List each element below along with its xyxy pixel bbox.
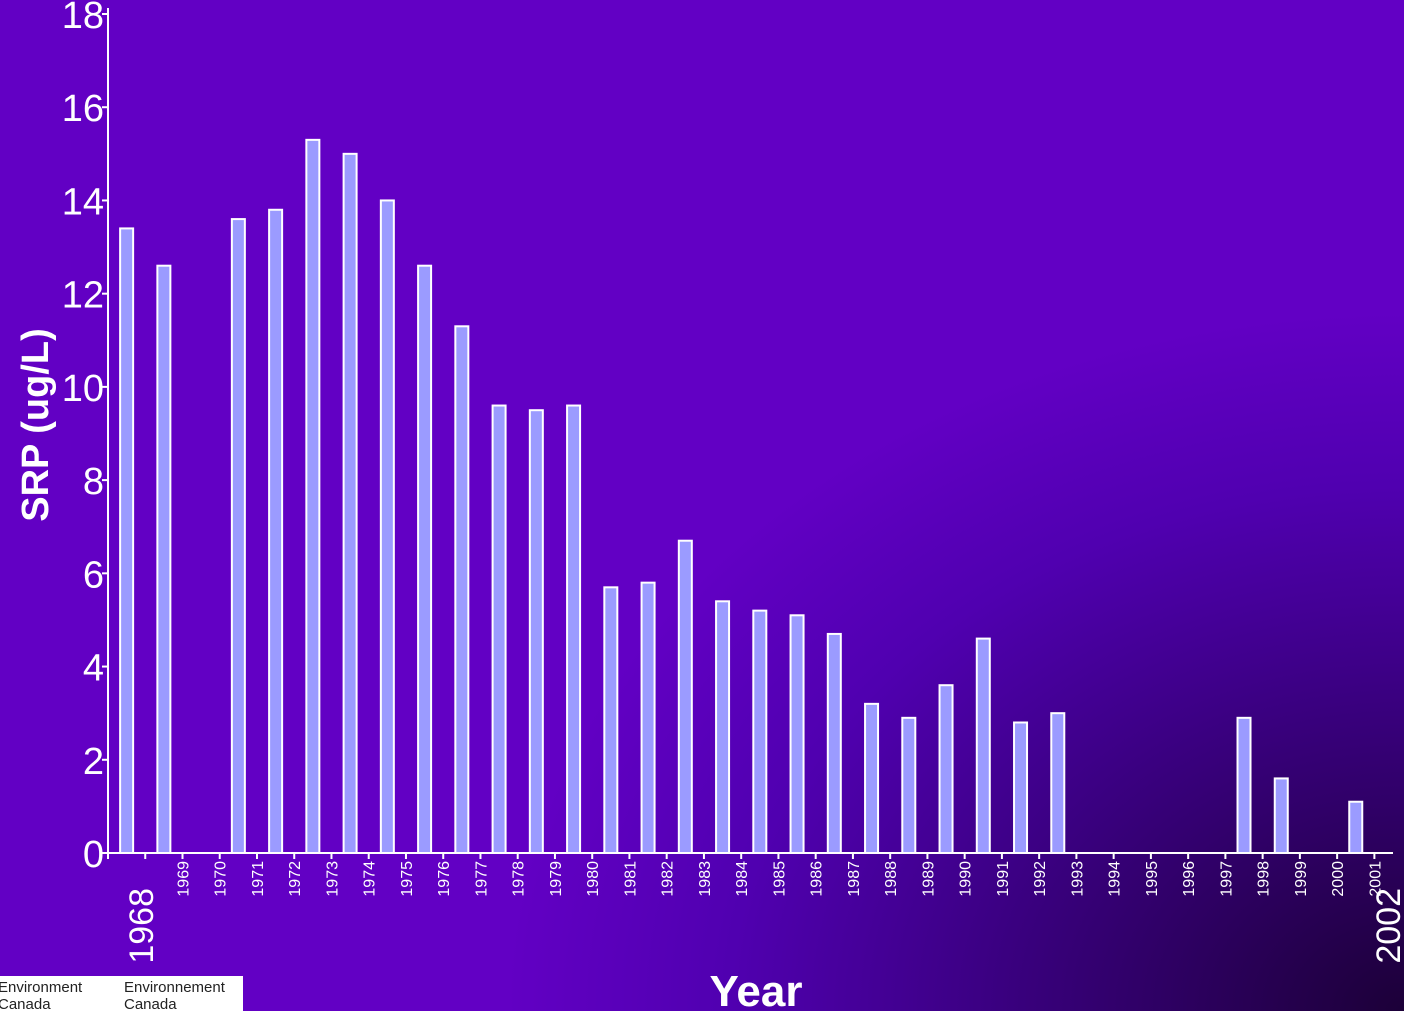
x-tick-label-1990: 1990 <box>958 861 975 897</box>
bars-group <box>119 138 1364 855</box>
bar-1980 <box>566 404 582 854</box>
labels-group: 0 2 4 6 8 10 12 14 16 18 1969 1970 1971 1972 1973 1974 1… <box>15 0 1404 1011</box>
x-tick-label-1997: 1997 <box>1218 861 1235 897</box>
environment-canada-logo: Environment Environnement Canada Canada <box>0 976 243 1011</box>
x-tick-label-1978: 1978 <box>511 861 528 897</box>
y-tick-label-18: 18 <box>62 0 104 37</box>
x-range-label-start: 1968 <box>123 888 161 964</box>
bar-1986 <box>789 614 805 854</box>
bar-1972 <box>268 208 284 854</box>
x-tick-label-1988: 1988 <box>883 861 900 897</box>
x-tick-label-1977: 1977 <box>473 861 490 897</box>
x-tick-label-1987: 1987 <box>846 861 863 897</box>
bar-1982 <box>640 581 656 855</box>
x-tick-label-1971: 1971 <box>250 861 267 897</box>
bar-1981 <box>603 586 619 854</box>
x-tick-label-1993: 1993 <box>1069 861 1086 897</box>
bar-1993 <box>1050 712 1066 855</box>
x-tick-label-1982: 1982 <box>660 861 677 897</box>
bar-1999 <box>1273 777 1289 855</box>
x-tick-label-1970: 1970 <box>213 861 230 897</box>
bar-1985 <box>752 609 768 854</box>
logo-canada-en-text: Canada <box>0 996 51 1011</box>
bar-1989 <box>901 716 917 854</box>
logo-environnement-text: Environnement <box>124 979 225 996</box>
axes-group <box>102 8 1393 859</box>
bar-1968 <box>119 227 135 854</box>
y-tick-label-0: 0 <box>83 834 104 876</box>
x-tick-label-1998: 1998 <box>1256 861 1273 897</box>
bar-1992 <box>1013 721 1029 854</box>
y-tick-label-10: 10 <box>62 368 104 410</box>
bar-1990 <box>938 684 954 855</box>
x-axis-title: Year <box>710 967 803 1011</box>
bar-1977 <box>454 325 470 854</box>
y-axis-title: SRP (ug/L) <box>15 328 57 522</box>
bar-1979 <box>528 409 544 854</box>
bar-1975 <box>379 199 395 854</box>
x-tick-label-2000: 2000 <box>1330 861 1347 897</box>
y-tick-label-2: 2 <box>83 741 104 783</box>
x-tick-label-1992: 1992 <box>1032 861 1049 897</box>
logo-environment-text: Environment <box>0 979 83 996</box>
x-tick-label-1996: 1996 <box>1181 861 1198 897</box>
x-tick-label-1979: 1979 <box>548 861 565 897</box>
x-tick-label-1976: 1976 <box>436 861 453 897</box>
x-tick-label-2001: 2001 <box>1367 861 1384 897</box>
logo-canada-fr-text: Canada <box>124 996 177 1011</box>
x-tick-label-1981: 1981 <box>622 861 639 897</box>
x-tick-label-1969: 1969 <box>175 861 192 897</box>
x-tick-label-1991: 1991 <box>995 861 1012 897</box>
y-tick-label-12: 12 <box>62 275 104 317</box>
x-tick-label-1980: 1980 <box>585 861 602 897</box>
y-tick-label-6: 6 <box>83 554 104 596</box>
y-tick-label-16: 16 <box>62 88 104 130</box>
bar-1991 <box>975 637 991 854</box>
bar-1983 <box>677 539 693 854</box>
y-tick-label-4: 4 <box>83 648 104 690</box>
bar-1974 <box>342 152 358 855</box>
x-tick-label-1984: 1984 <box>734 861 751 897</box>
x-tick-label-1973: 1973 <box>324 861 341 897</box>
x-tick-label-1999: 1999 <box>1293 861 1310 897</box>
bar-1976 <box>417 264 433 854</box>
x-tick-label-1975: 1975 <box>399 861 416 897</box>
x-tick-label-1972: 1972 <box>287 861 304 897</box>
y-tick-label-8: 8 <box>83 461 104 503</box>
bar-1971 <box>230 218 246 855</box>
bar-1988 <box>864 702 880 854</box>
x-range-label-end: 2002 <box>1370 888 1404 964</box>
x-tick-label-1974: 1974 <box>362 861 379 897</box>
bar-1978 <box>491 404 507 854</box>
bar-1969 <box>156 264 172 854</box>
x-tick-label-1983: 1983 <box>697 861 714 897</box>
bar-1987 <box>826 632 842 855</box>
bar-2001 <box>1348 800 1364 855</box>
bar-1984 <box>715 600 731 854</box>
x-tick-label-1985: 1985 <box>771 861 788 897</box>
bar-1973 <box>305 138 321 855</box>
bar-1998 <box>1236 716 1252 854</box>
y-tick-label-14: 14 <box>62 181 104 223</box>
x-tick-label-1995: 1995 <box>1144 861 1161 897</box>
x-tick-label-1986: 1986 <box>809 861 826 897</box>
x-tick-label-1989: 1989 <box>920 861 937 897</box>
x-tick-label-1994: 1994 <box>1107 861 1124 897</box>
